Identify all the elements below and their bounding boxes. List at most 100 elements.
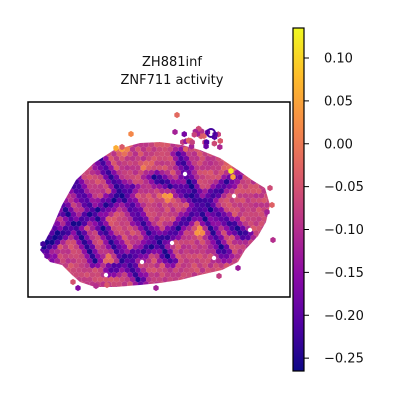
hex-cell	[237, 229, 243, 237]
hex-cell	[148, 262, 155, 269]
hex-cell	[218, 253, 224, 260]
hex-cell	[191, 234, 198, 241]
hex-cell	[253, 276, 259, 283]
hex-cell	[237, 174, 243, 181]
hex-cell	[129, 155, 136, 162]
hex-cell	[226, 257, 232, 264]
hex-cell	[202, 225, 208, 232]
hex-cell	[100, 142, 106, 148]
hex-cell	[40, 183, 45, 190]
hex-cell	[197, 188, 203, 195]
hex-cell	[73, 215, 79, 223]
hex-cell	[140, 183, 147, 190]
hex-cell	[119, 192, 125, 199]
hex-cell	[186, 197, 192, 204]
hex-cell	[108, 202, 114, 209]
hex-cell	[248, 285, 254, 287]
hex-cell	[113, 267, 120, 274]
hex-cell	[92, 257, 98, 264]
hex-cell	[81, 202, 88, 209]
hex-cell	[231, 229, 238, 237]
hex-cell	[132, 197, 139, 204]
hex-cell	[116, 178, 122, 185]
hex-cell	[186, 262, 192, 269]
hex-cell	[116, 197, 122, 204]
hex-cell	[148, 215, 155, 223]
hex-cell	[172, 257, 179, 264]
hex-cell	[87, 183, 93, 190]
hex-cell	[81, 211, 88, 218]
hex-cell	[213, 215, 219, 223]
hex-cell	[44, 142, 50, 144]
hex-cell	[33, 267, 38, 273]
hex-cell	[229, 225, 235, 232]
hex-cell	[194, 239, 200, 246]
hex-cell	[250, 150, 257, 158]
hex-cell	[151, 164, 157, 171]
hex-cell	[242, 276, 249, 283]
hex-cell	[54, 183, 61, 190]
hex-cell	[264, 239, 270, 246]
hex-cell	[186, 243, 192, 251]
hex-cell	[231, 239, 238, 246]
hex-cell	[181, 131, 187, 138]
hex-cell	[108, 257, 114, 264]
hex-cell	[151, 239, 157, 246]
hex-cell	[229, 178, 235, 185]
hex-cell	[84, 243, 90, 251]
hex-cell	[210, 285, 216, 287]
hex-cell	[162, 248, 168, 255]
hex-cell	[62, 160, 69, 167]
hex-cell	[229, 243, 235, 251]
hex-cell	[199, 276, 206, 283]
hex-cell	[111, 206, 117, 213]
hex-cell	[60, 267, 66, 274]
hex-cell	[76, 142, 82, 144]
hex-cell	[189, 229, 195, 237]
hex-cell	[183, 229, 190, 237]
hex-cell	[81, 267, 88, 274]
hex-cell	[256, 215, 262, 223]
hex-cell	[194, 267, 200, 274]
hex-cell	[269, 267, 270, 274]
hex-cell	[113, 220, 120, 227]
hex-cell	[76, 257, 82, 264]
hex-cell	[40, 188, 42, 195]
hex-cell	[135, 174, 141, 181]
hex-cell	[54, 229, 61, 237]
hex-cell	[180, 262, 187, 269]
hex-cell	[178, 146, 184, 153]
hex-cell	[199, 248, 206, 255]
hex-cell	[221, 229, 227, 237]
hex-cell	[146, 155, 152, 162]
hex-cell	[199, 192, 206, 199]
hex-cell	[205, 164, 211, 171]
hex-cell	[231, 155, 238, 162]
hex-cell	[73, 262, 79, 269]
hex-cell	[116, 243, 122, 251]
hex-cell	[119, 164, 125, 171]
hex-cell	[140, 239, 147, 246]
hex-cell	[108, 192, 114, 199]
hex-cell	[44, 220, 50, 227]
hex-cell	[138, 253, 144, 260]
hex-cell	[245, 178, 251, 185]
hex-cell	[186, 281, 192, 287]
hex-cell	[183, 146, 189, 153]
hex-cell	[175, 281, 181, 287]
hex-cell	[132, 262, 139, 269]
hex-cell	[52, 271, 58, 278]
hex-cell	[68, 225, 74, 232]
hex-cell	[73, 150, 79, 158]
hex-cell	[237, 276, 243, 283]
hex-cell	[138, 206, 144, 213]
hex-cell	[266, 253, 270, 260]
hex-cell	[70, 174, 77, 181]
hex-cell	[218, 178, 224, 185]
hex-cell	[148, 234, 155, 241]
hex-cell	[197, 142, 203, 148]
hex-cell	[258, 239, 265, 246]
hex-cell	[97, 183, 104, 190]
hex-cell	[52, 281, 58, 287]
hex-cell	[129, 285, 136, 287]
